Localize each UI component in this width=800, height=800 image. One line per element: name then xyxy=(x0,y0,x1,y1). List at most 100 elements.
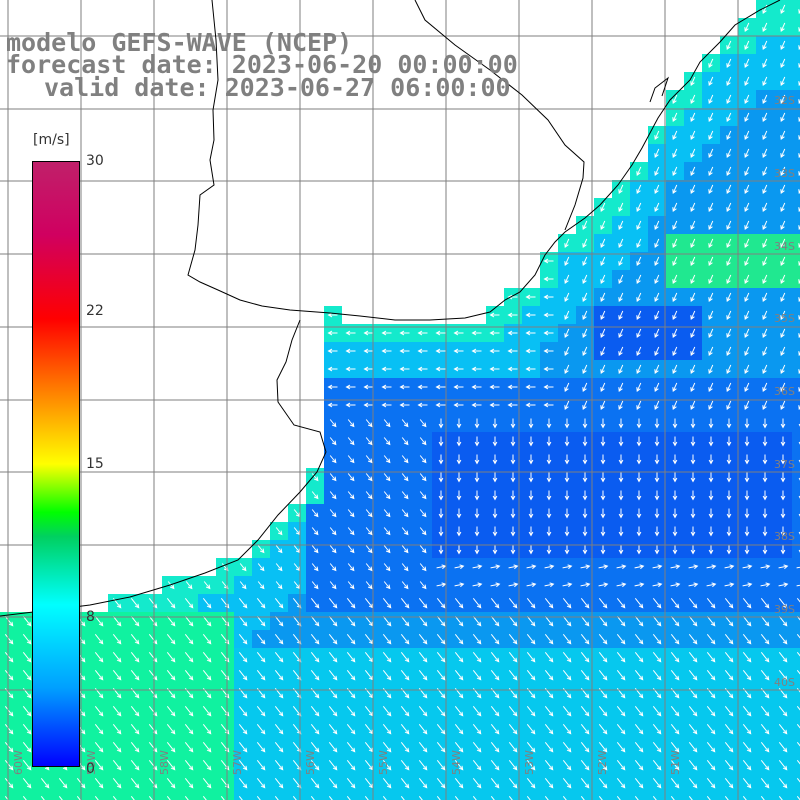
wind-arrow xyxy=(744,40,750,51)
field-cell xyxy=(288,792,306,800)
wind-arrow xyxy=(618,508,624,519)
wind-arrow xyxy=(274,777,284,789)
wind-arrow xyxy=(239,581,247,590)
wind-arrow xyxy=(508,597,518,609)
wind-arrow xyxy=(562,705,572,717)
wind-arrow xyxy=(780,4,786,15)
wind-arrow xyxy=(708,148,714,159)
wind-arrow xyxy=(598,741,608,753)
wind-arrow xyxy=(654,274,660,285)
wind-arrow xyxy=(582,418,588,429)
field-cell xyxy=(522,792,540,800)
wind-arrow xyxy=(762,130,768,141)
wind-arrow xyxy=(436,741,446,753)
field-cell xyxy=(792,288,800,306)
wind-arrow xyxy=(94,723,104,735)
wind-arrow xyxy=(510,544,516,555)
wind-arrow xyxy=(654,544,660,555)
wind-arrow xyxy=(94,759,104,771)
wind-arrow xyxy=(742,669,752,681)
wind-arrow xyxy=(456,544,462,555)
wind-arrow xyxy=(401,491,409,500)
wind-arrow xyxy=(382,705,392,717)
wind-arrow xyxy=(528,508,534,519)
wind-arrow xyxy=(238,669,248,681)
wind-arrow xyxy=(381,402,392,408)
wind-arrow xyxy=(706,795,711,800)
wind-arrow xyxy=(780,76,786,87)
wind-arrow xyxy=(383,437,391,446)
wind-arrow xyxy=(742,633,752,645)
wind-arrow xyxy=(582,472,588,483)
wind-arrow xyxy=(419,455,427,464)
wind-arrow xyxy=(654,220,660,231)
wind-arrow xyxy=(510,418,516,429)
wind-arrow xyxy=(525,348,536,354)
wind-arrow xyxy=(670,723,680,735)
wind-arrow xyxy=(438,526,444,537)
wind-arrow xyxy=(543,348,554,354)
wind-arrow xyxy=(327,384,338,390)
wind-arrow xyxy=(582,436,588,447)
wind-arrow xyxy=(419,491,427,500)
wind-arrow xyxy=(256,795,261,800)
wind-arrow xyxy=(780,400,786,411)
title-valid-date: valid date: 2023-06-27 06:00:00 xyxy=(44,73,511,102)
wind-arrow xyxy=(4,633,14,645)
wind-arrow xyxy=(690,382,696,393)
wind-arrow xyxy=(672,472,678,483)
wind-arrow xyxy=(744,58,750,69)
wind-arrow xyxy=(564,256,570,267)
wind-arrow xyxy=(762,544,768,555)
wind-arrow xyxy=(744,346,750,357)
wind-arrow xyxy=(474,544,480,555)
wind-arrow xyxy=(706,705,716,717)
wind-arrow xyxy=(471,330,482,336)
wind-arrow xyxy=(706,651,716,663)
wind-arrow xyxy=(672,202,678,213)
wind-arrow xyxy=(780,40,786,51)
wind-arrow xyxy=(796,795,800,800)
wind-arrow xyxy=(4,615,14,627)
wind-arrow xyxy=(471,366,482,372)
wind-arrow xyxy=(401,509,409,518)
wind-arrow xyxy=(292,795,297,800)
wind-arrow xyxy=(526,651,536,663)
wind-arrow xyxy=(94,651,104,663)
wind-arrow xyxy=(328,777,338,789)
wind-arrow xyxy=(796,669,800,675)
wind-arrow xyxy=(401,419,409,428)
wind-arrow xyxy=(654,364,660,375)
wind-arrow xyxy=(311,491,319,500)
wind-arrow xyxy=(562,723,572,735)
wind-arrow xyxy=(616,777,626,789)
wind-arrow xyxy=(365,473,373,482)
wind-arrow xyxy=(346,723,356,735)
field-cell xyxy=(792,594,800,612)
wind-arrow xyxy=(490,795,495,800)
wind-arrow xyxy=(399,366,410,372)
wind-arrow xyxy=(471,348,482,354)
field-cell xyxy=(792,378,800,396)
wind-arrow xyxy=(726,112,732,123)
wind-arrow xyxy=(562,597,572,609)
wind-arrow xyxy=(365,545,373,554)
field-cell xyxy=(792,90,800,108)
wind-arrow xyxy=(184,633,194,645)
wind-arrow xyxy=(762,328,768,339)
wind-arrow xyxy=(744,112,750,123)
wind-arrow xyxy=(708,238,714,249)
wind-arrow xyxy=(690,454,696,465)
wind-arrow xyxy=(329,437,337,446)
wind-arrow xyxy=(400,669,410,681)
wind-arrow xyxy=(347,581,355,590)
wind-arrow xyxy=(652,633,662,645)
wind-arrow xyxy=(706,615,716,627)
wind-arrow xyxy=(706,723,716,735)
wind-arrow xyxy=(382,615,392,627)
wind-arrow xyxy=(400,633,410,645)
wind-arrow xyxy=(598,582,609,588)
wind-arrow xyxy=(708,94,714,105)
wind-arrow xyxy=(778,633,788,645)
